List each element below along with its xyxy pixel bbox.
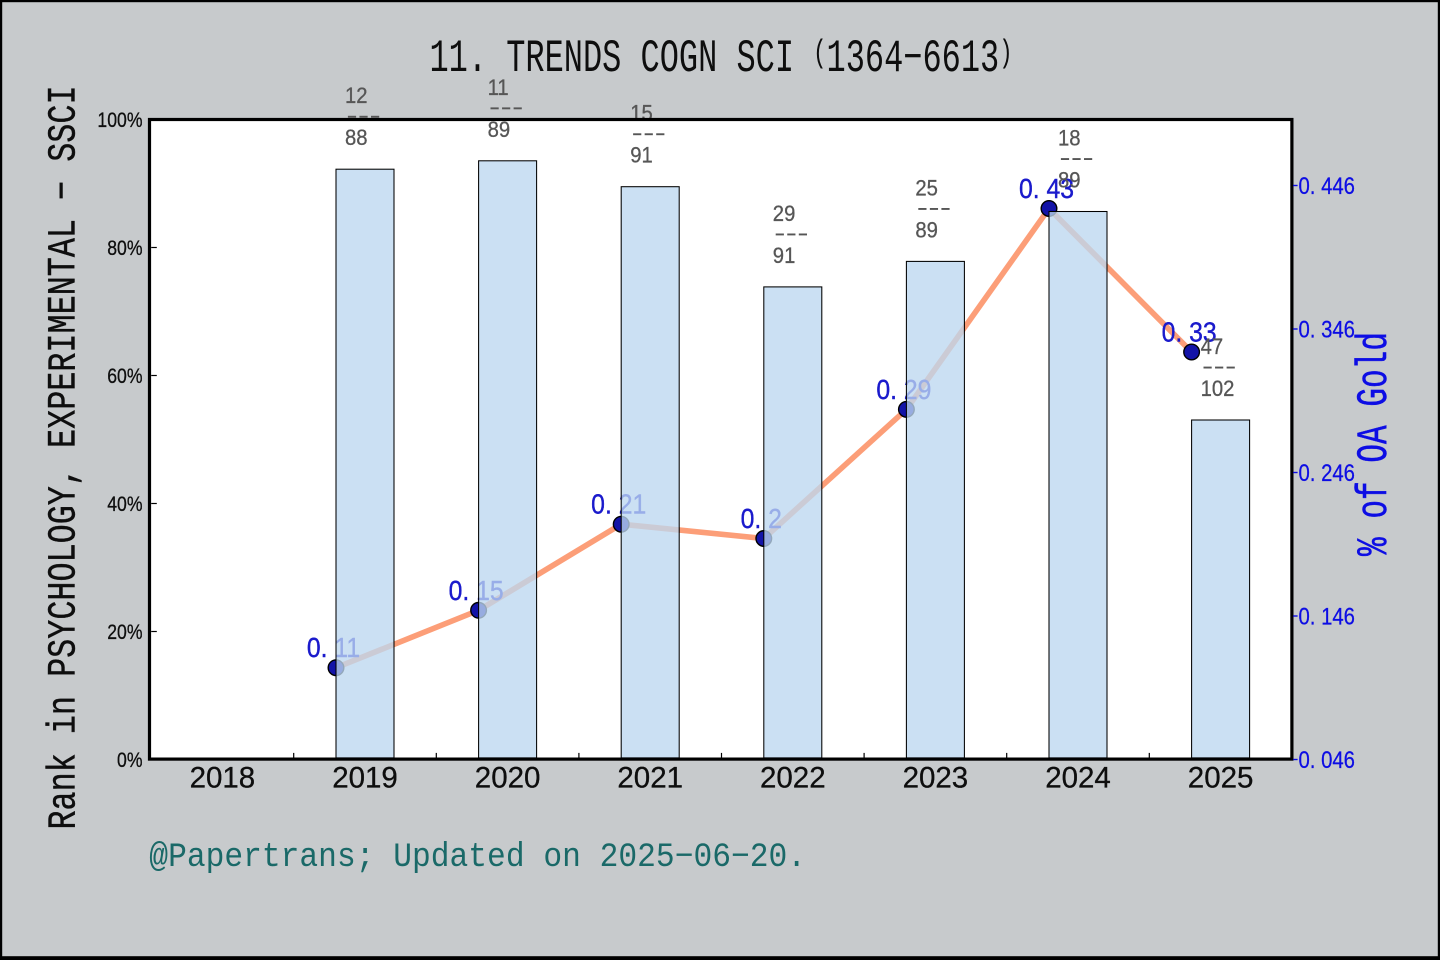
- svg-text:29: 29: [773, 202, 796, 226]
- svg-text:2020: 2020: [475, 762, 541, 795]
- svg-text:91: 91: [630, 144, 653, 168]
- svg-text:2023: 2023: [903, 762, 969, 795]
- svg-text:0. 146: 0. 146: [1299, 603, 1355, 630]
- svg-text:% of OA Gold: % of OA Gold: [1350, 332, 1400, 556]
- svg-text:2021: 2021: [617, 762, 683, 795]
- svg-text:2019: 2019: [332, 762, 398, 795]
- svg-text:18: 18: [1058, 127, 1081, 151]
- svg-text:15: 15: [630, 102, 653, 126]
- svg-text:0%: 0%: [117, 748, 142, 772]
- svg-text:80%: 80%: [107, 236, 142, 260]
- svg-text:2025: 2025: [1188, 762, 1254, 795]
- svg-text:91: 91: [773, 244, 796, 268]
- svg-text:88: 88: [345, 127, 368, 151]
- svg-text:0. 33: 0. 33: [1162, 316, 1217, 348]
- svg-text:12: 12: [345, 85, 368, 109]
- svg-text:0. 43: 0. 43: [1019, 173, 1074, 205]
- svg-text:100%: 100%: [97, 108, 142, 132]
- svg-text:0. 446: 0. 446: [1299, 172, 1355, 199]
- svg-text:Rank in PSYCHOLOGY, EXPERIMENT: Rank in PSYCHOLOGY, EXPERIMENTAL − SSCI: [41, 85, 86, 829]
- svg-text:2024: 2024: [1045, 762, 1111, 795]
- svg-text:2018: 2018: [190, 762, 256, 795]
- svg-text:60%: 60%: [107, 364, 142, 388]
- svg-text:0. 046: 0. 046: [1299, 746, 1355, 773]
- svg-text:102: 102: [1201, 377, 1235, 401]
- svg-text:11. TRENDS COGN SCI (1364−6613: 11. TRENDS COGN SCI (1364−6613): [430, 33, 1013, 85]
- svg-text:2022: 2022: [760, 762, 826, 795]
- svg-text:0. 246: 0. 246: [1299, 459, 1355, 486]
- svg-text:47: 47: [1201, 335, 1224, 359]
- svg-text:40%: 40%: [107, 492, 142, 516]
- svg-text:11: 11: [488, 76, 509, 100]
- svg-text:89: 89: [488, 118, 511, 142]
- svg-text:25: 25: [915, 177, 938, 201]
- svg-text:@Papertrans; Updated on 2025−0: @Papertrans; Updated on 2025−06−20.: [149, 838, 806, 877]
- svg-text:89: 89: [1058, 169, 1081, 193]
- svg-text:20%: 20%: [107, 620, 142, 644]
- svg-text:89: 89: [915, 219, 938, 243]
- svg-text:0. 346: 0. 346: [1299, 316, 1355, 343]
